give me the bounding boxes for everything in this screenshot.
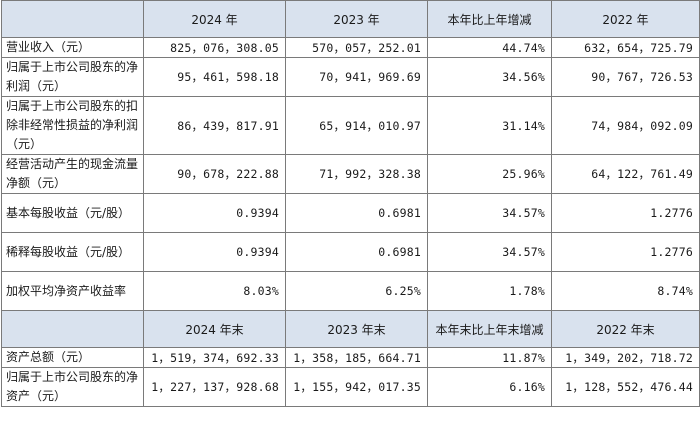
header-row-1: 2024 年 2023 年 本年比上年增减 2022 年 [1,0,700,38]
cell-value: 6.16% [427,367,552,407]
cell-value: 34.57% [427,232,552,272]
cell-value: 0.6981 [285,193,428,233]
cell-value: 8.74% [551,271,700,311]
row-label-basic-eps: 基本每股收益（元/股） [1,193,144,233]
cell-value: 570，057，252.01 [285,37,428,58]
row-label-net-profit: 归属于上市公司股东的净利润（元） [1,57,144,97]
header-2023: 2023 年 [285,0,428,38]
table-row: 归属于上市公司股东的净利润（元） 95，461，598.18 70，941，96… [1,57,700,97]
header-2024: 2024 年 [143,0,286,38]
table-row: 资产总额（元） 1，519，374，692.33 1，358，185，664.7… [1,347,700,368]
row-label-weighted-roe: 加权平均净资产收益率 [1,271,144,311]
cell-value: 1，519，374，692.33 [143,347,286,368]
table-row: 加权平均净资产收益率 8.03% 6.25% 1.78% 8.74% [1,271,700,311]
row-label-net-profit-deducted: 归属于上市公司股东的扣除非经常性损益的净利润（元） [1,96,144,155]
cell-value: 95，461，598.18 [143,57,286,97]
cell-value: 1，128，552，476.44 [551,367,700,407]
cell-value: 11.87% [427,347,552,368]
cell-value: 1，349，202，718.72 [551,347,700,368]
cell-value: 86，439，817.91 [143,96,286,155]
cell-value: 90，678，222.88 [143,154,286,194]
cell-value: 1.2776 [551,232,700,272]
cell-value: 74，984，092.09 [551,96,700,155]
financial-summary-table: 2024 年 2023 年 本年比上年增减 2022 年 营业收入（元） 825… [1,0,700,407]
cell-value: 34.56% [427,57,552,97]
cell-value: 71，992，328.38 [285,154,428,194]
header-change: 本年比上年增减 [427,0,552,38]
table-row: 归属于上市公司股东的净资产（元） 1，227，137，928.68 1，155，… [1,367,700,407]
cell-value: 25.96% [427,154,552,194]
header-corner-cell [1,310,144,348]
header-corner-cell [1,0,144,38]
header-2022-end: 2022 年末 [551,310,700,348]
cell-value: 65，914，010.97 [285,96,428,155]
row-label-total-assets: 资产总额（元） [1,347,144,368]
cell-value: 34.57% [427,193,552,233]
table-row: 基本每股收益（元/股） 0.9394 0.6981 34.57% 1.2776 [1,193,700,233]
cell-value: 0.9394 [143,232,286,272]
cell-value: 64，122，761.49 [551,154,700,194]
row-label-revenue: 营业收入（元） [1,37,144,58]
table-row: 归属于上市公司股东的扣除非经常性损益的净利润（元） 86，439，817.91 … [1,96,700,155]
cell-value: 1.2776 [551,193,700,233]
header-2023-end: 2023 年末 [285,310,428,348]
table-row: 稀释每股收益（元/股） 0.9394 0.6981 34.57% 1.2776 [1,232,700,272]
table-row: 营业收入（元） 825，076，308.05 570，057，252.01 44… [1,37,700,58]
cell-value: 1.78% [427,271,552,311]
cell-value: 6.25% [285,271,428,311]
row-label-operating-cash-flow: 经营活动产生的现金流量净额（元） [1,154,144,194]
cell-value: 632，654，725.79 [551,37,700,58]
cell-value: 1，358，185，664.71 [285,347,428,368]
cell-value: 70，941，969.69 [285,57,428,97]
header-2022: 2022 年 [551,0,700,38]
row-label-diluted-eps: 稀释每股收益（元/股） [1,232,144,272]
header-row-2: 2024 年末 2023 年末 本年末比上年末增减 2022 年末 [1,310,700,348]
cell-value: 31.14% [427,96,552,155]
cell-value: 8.03% [143,271,286,311]
cell-value: 0.9394 [143,193,286,233]
cell-value: 825，076，308.05 [143,37,286,58]
header-change-end: 本年末比上年末增减 [427,310,552,348]
cell-value: 1，155，942，017.35 [285,367,428,407]
header-2024-end: 2024 年末 [143,310,286,348]
row-label-net-assets: 归属于上市公司股东的净资产（元） [1,367,144,407]
cell-value: 0.6981 [285,232,428,272]
cell-value: 90，767，726.53 [551,57,700,97]
cell-value: 44.74% [427,37,552,58]
cell-value: 1，227，137，928.68 [143,367,286,407]
table-row: 经营活动产生的现金流量净额（元） 90，678，222.88 71，992，32… [1,154,700,194]
